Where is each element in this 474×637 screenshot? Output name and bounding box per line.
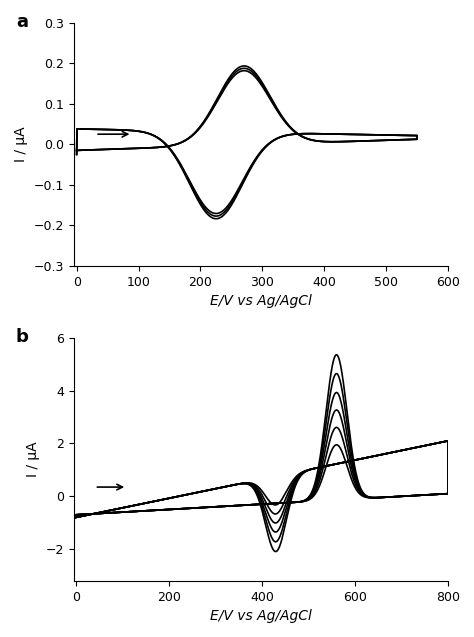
Y-axis label: I / μA: I / μA [26, 441, 40, 477]
Text: b: b [16, 328, 28, 346]
X-axis label: E/V vs Ag/AgCl: E/V vs Ag/AgCl [210, 609, 312, 623]
Text: a: a [17, 13, 28, 31]
X-axis label: E/V vs Ag/AgCl: E/V vs Ag/AgCl [210, 294, 312, 308]
Y-axis label: I / μA: I / μA [14, 127, 28, 162]
